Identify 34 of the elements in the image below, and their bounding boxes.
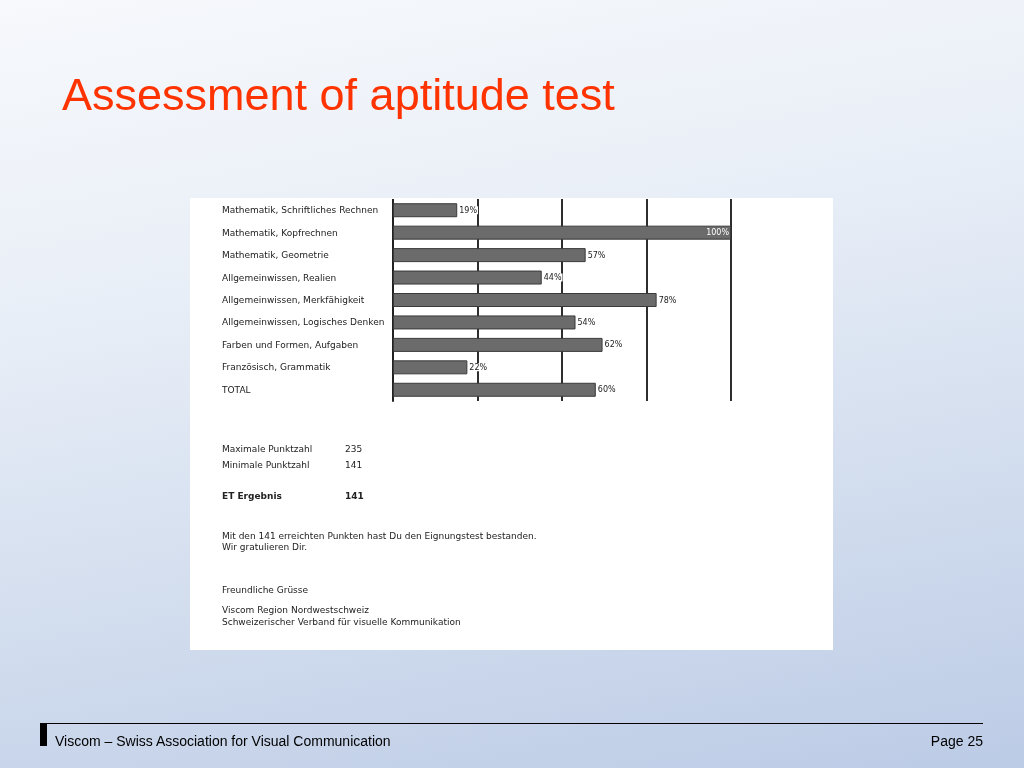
data-label: 60% bbox=[597, 385, 616, 395]
text: Minimale Punktzahl bbox=[222, 460, 310, 471]
text: ET Ergebnis bbox=[222, 491, 282, 502]
chart-title: Assessment of aptitude test bbox=[62, 69, 615, 120]
text: Schweizerischer Verband für visuelle Kommunikation bbox=[222, 617, 461, 628]
data-label: 44% bbox=[543, 273, 562, 283]
y-tick-label: Allgemeinwissen, Logisches Denken bbox=[222, 317, 385, 328]
data-label: 62% bbox=[604, 340, 623, 350]
text: Viscom – Swiss Association for Visual Communication bbox=[55, 733, 391, 749]
data-label: 54% bbox=[577, 317, 596, 327]
text: 141 bbox=[345, 491, 364, 502]
data-label: 100% bbox=[706, 228, 730, 238]
text: Mit den 141 erreichten Punkten hast Du den Eignungstest bestanden. bbox=[222, 531, 537, 542]
data-label: 57% bbox=[587, 250, 606, 260]
text: Maximale Punktzahl bbox=[222, 444, 313, 455]
data-label: 19% bbox=[459, 205, 478, 215]
text: Freundliche Grüsse bbox=[222, 585, 309, 596]
bar bbox=[393, 360, 468, 375]
text: Page 25 bbox=[930, 733, 983, 749]
data-label: 22% bbox=[469, 362, 488, 372]
y-tick-label: TOTAL bbox=[221, 384, 251, 395]
y-tick-label: Allgemeinwissen, Merkfähigkeit bbox=[222, 295, 365, 305]
text: 235 bbox=[345, 444, 363, 455]
y-tick-label: Farben und Formen, Aufgaben bbox=[222, 339, 359, 350]
y-tick-label: Französisch, Grammatik bbox=[222, 362, 332, 373]
text: Viscom Region Nordwestschweiz bbox=[222, 605, 369, 616]
y-tick-label: Allgemeinwissen, Realien bbox=[222, 272, 337, 283]
y-tick-label: Mathematik, Schriftliches Rechnen bbox=[222, 205, 379, 216]
text: Wir gratulieren Dir. bbox=[222, 542, 308, 553]
bar bbox=[393, 203, 458, 218]
y-tick-label: Mathematik, Geometrie bbox=[222, 250, 330, 261]
data-label: 78% bbox=[658, 295, 677, 305]
text: 141 bbox=[345, 460, 363, 471]
y-tick-label: Mathematik, Kopfrechnen bbox=[222, 227, 338, 238]
